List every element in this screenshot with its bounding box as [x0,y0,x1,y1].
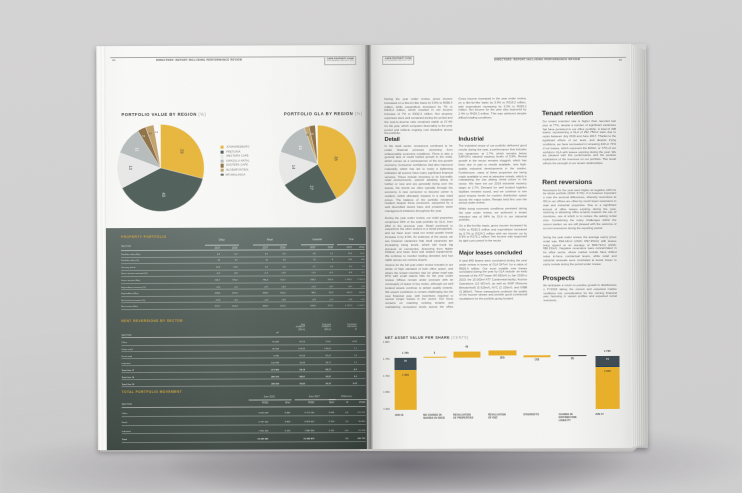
svg-text:27: 27 [309,185,314,190]
svg-text:2: 2 [148,132,152,134]
svg-text:2: 2 [154,131,158,133]
svg-text:11: 11 [135,147,140,152]
svg-text:13: 13 [128,165,133,170]
svg-text:43: 43 [161,192,166,197]
svg-text:3: 3 [310,133,314,135]
svg-text:29: 29 [179,148,184,153]
svg-text:38: 38 [334,156,339,161]
svg-text:14: 14 [298,145,303,150]
svg-text:2: 2 [142,135,146,137]
svg-text:14: 14 [291,165,296,170]
svg-text:3: 3 [306,134,310,136]
